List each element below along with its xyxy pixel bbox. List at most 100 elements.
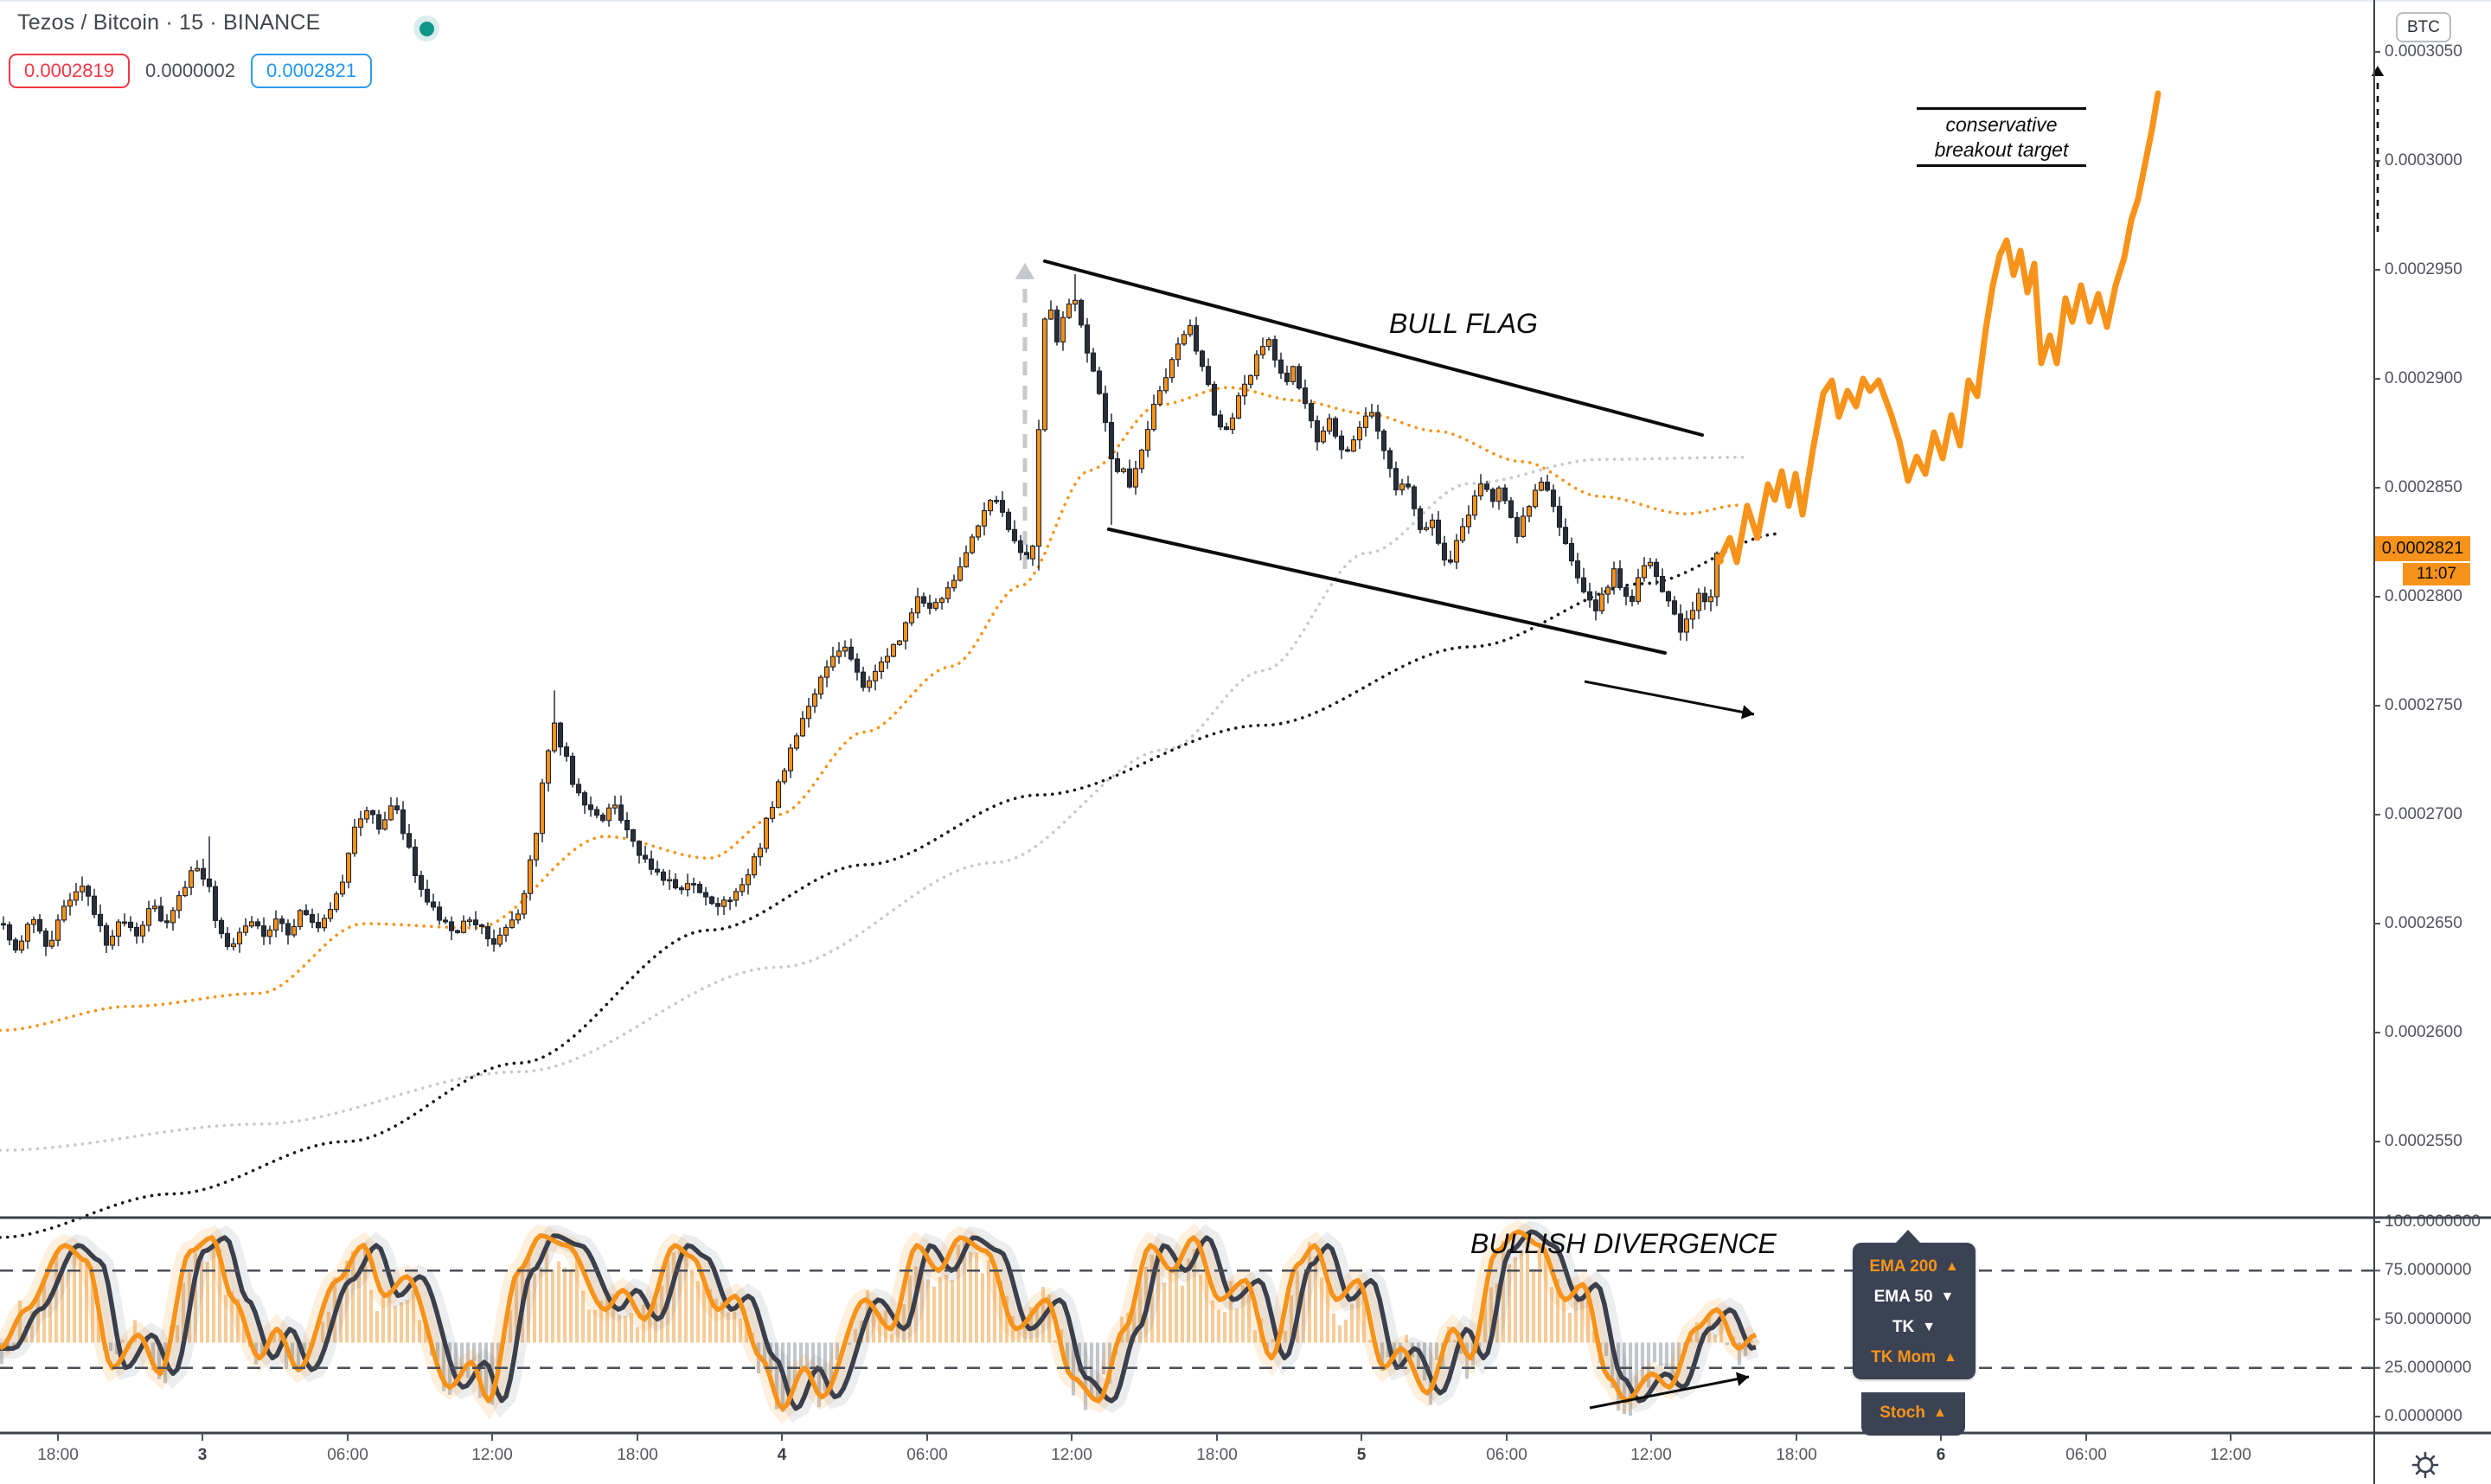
legend-row-ema-200[interactable]: EMA 200 ▲	[1853, 1251, 1976, 1282]
candle-down[interactable]	[1435, 519, 1442, 544]
candle-down[interactable]	[1380, 430, 1387, 451]
candle-up[interactable]	[1683, 618, 1690, 633]
candle-down[interactable]	[1126, 468, 1133, 488]
candle-up[interactable]	[236, 931, 243, 944]
candle-down[interactable]	[309, 914, 316, 924]
candle-down[interactable]	[1084, 324, 1091, 354]
candle-down[interactable]	[1386, 450, 1393, 470]
candle-up[interactable]	[18, 940, 25, 951]
candle-down[interactable]	[200, 867, 207, 880]
candle-down[interactable]	[678, 887, 685, 891]
candle-down[interactable]	[920, 596, 927, 604]
candle-up[interactable]	[914, 596, 921, 614]
candle-down[interactable]	[1411, 486, 1418, 509]
candle-down[interactable]	[1562, 527, 1569, 545]
candle-up[interactable]	[793, 735, 800, 749]
candle-down[interactable]	[375, 814, 382, 830]
candle-down[interactable]	[285, 923, 291, 936]
candle-up[interactable]	[1356, 426, 1363, 441]
candle-down[interactable]	[1217, 414, 1224, 428]
candle-down[interactable]	[157, 905, 164, 922]
candle-up[interactable]	[1120, 468, 1127, 472]
candle-up[interactable]	[1253, 354, 1260, 376]
candle-down[interactable]	[690, 883, 697, 886]
candle-up[interactable]	[1060, 317, 1066, 342]
candle-up[interactable]	[1689, 610, 1696, 620]
candle-down[interactable]	[1090, 352, 1097, 372]
candle-down[interactable]	[1508, 500, 1514, 518]
candle-down[interactable]	[133, 926, 140, 937]
candle-down[interactable]	[993, 500, 1000, 502]
candle-down[interactable]	[1114, 458, 1121, 472]
candle-down[interactable]	[163, 920, 170, 924]
candle-down[interactable]	[454, 930, 461, 933]
candle-up[interactable]	[1526, 506, 1533, 517]
candle-down[interactable]	[1580, 577, 1587, 592]
legend-row-ema-50[interactable]: EMA 50 ▼	[1853, 1282, 1976, 1312]
candlesticks[interactable]	[0, 274, 1720, 956]
candle-up[interactable]	[1047, 309, 1054, 320]
candle-down[interactable]	[1374, 412, 1381, 432]
candle-up[interactable]	[182, 886, 189, 897]
candle-down[interactable]	[36, 918, 43, 932]
candle-up[interactable]	[823, 666, 830, 678]
indicator-legend-tooltip[interactable]: EMA 200 ▲ EMA 50 ▼ TK ▼ TK Mom ▲	[1853, 1230, 1976, 1379]
candle-up[interactable]	[763, 817, 770, 849]
candle-down[interactable]	[860, 671, 867, 688]
candle-down[interactable]	[1544, 482, 1551, 491]
candle-up[interactable]	[908, 612, 915, 624]
candle-up[interactable]	[932, 602, 939, 609]
bull-flag-annotation[interactable]: BULL FLAG	[1389, 308, 1538, 339]
candle-up[interactable]	[1072, 299, 1079, 305]
candle-up[interactable]	[799, 718, 806, 737]
candle-up[interactable]	[1066, 304, 1073, 318]
candle-down[interactable]	[1284, 372, 1290, 382]
candle-up[interactable]	[30, 918, 37, 925]
candle-up[interactable]	[321, 918, 328, 929]
candle-down[interactable]	[1011, 528, 1018, 541]
candle-up[interactable]	[1423, 527, 1430, 530]
candle-down[interactable]	[1586, 591, 1593, 601]
candle-up[interactable]	[896, 640, 903, 645]
candle-down[interactable]	[624, 819, 631, 831]
candle-down[interactable]	[1405, 483, 1412, 488]
candle-up[interactable]	[890, 643, 897, 657]
candle-up[interactable]	[1259, 346, 1266, 355]
candle-down[interactable]	[1308, 403, 1315, 422]
candle-down[interactable]	[1096, 370, 1103, 394]
candle-up[interactable]	[842, 646, 848, 652]
candle-down[interactable]	[848, 646, 855, 660]
candle-up[interactable]	[981, 510, 988, 527]
candle-up[interactable]	[79, 886, 86, 892]
candle-down[interactable]	[1574, 560, 1581, 579]
candle-down[interactable]	[212, 886, 219, 921]
candle-down[interactable]	[254, 921, 261, 927]
candle-down[interactable]	[91, 895, 98, 915]
candle-down[interactable]	[1223, 426, 1230, 431]
candle-down[interactable]	[394, 805, 400, 811]
candle-up[interactable]	[242, 925, 249, 933]
candle-up[interactable]	[170, 910, 176, 924]
candle-down[interactable]	[412, 847, 419, 877]
candle-up[interactable]	[1707, 596, 1714, 603]
candle-up[interactable]	[339, 881, 346, 895]
candle-down[interactable]	[1671, 600, 1678, 615]
candle-up[interactable]	[1265, 339, 1272, 348]
candle-up[interactable]	[109, 935, 116, 946]
candle-up[interactable]	[1520, 515, 1527, 537]
candle-up[interactable]	[1465, 515, 1472, 528]
candle-up[interactable]	[957, 566, 964, 581]
candle-up[interactable]	[1459, 526, 1466, 541]
candle-down[interactable]	[642, 854, 649, 860]
candle-down[interactable]	[587, 804, 594, 810]
candle-down[interactable]	[1677, 613, 1684, 633]
candle-down[interactable]	[581, 792, 588, 806]
candle-up[interactable]	[327, 909, 334, 919]
candle-down[interactable]	[618, 804, 624, 822]
candle-down[interactable]	[1393, 468, 1399, 490]
candle-down[interactable]	[97, 913, 104, 926]
candle-down[interactable]	[127, 921, 134, 928]
candle-down[interactable]	[103, 924, 110, 946]
candle-up[interactable]	[230, 943, 237, 947]
candle-down[interactable]	[315, 922, 322, 929]
